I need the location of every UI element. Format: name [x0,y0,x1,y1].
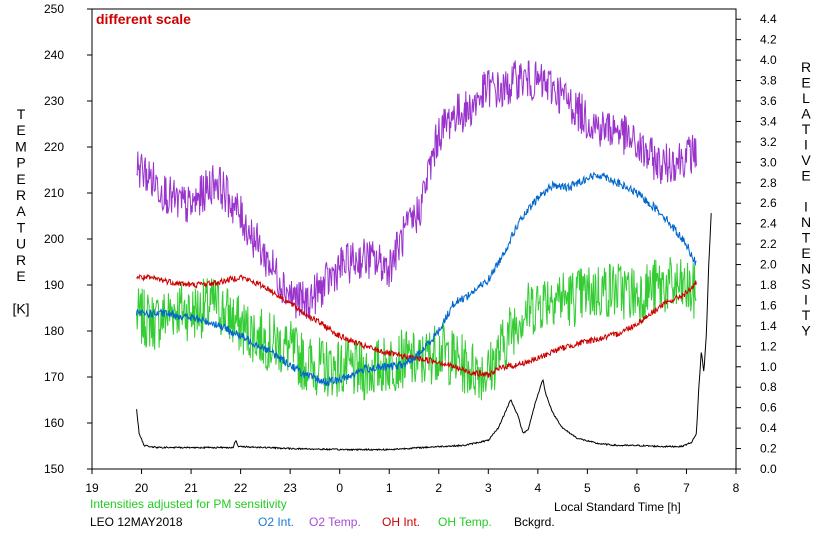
x-tick-label: 0 [336,481,343,495]
series-line-o2-temp [136,60,697,319]
y-left-title-letter: M [15,138,27,154]
y-left-tick-label: 170 [44,370,64,384]
x-tick-label: 5 [584,481,591,495]
y-left-tick-label: 220 [44,140,64,154]
legend-item-o2-temp: O2 Temp. [309,515,361,529]
y-left-tick-label: 190 [44,278,64,292]
y-right-tick-label: 2.0 [760,258,777,272]
y-left-tick-label: 160 [44,416,64,430]
y-right-title-letter: I [804,199,808,215]
intensity-note: Intensities adjusted for PM sensitivity [90,497,287,511]
x-tick-label: 21 [184,481,198,495]
y-left-tick-label: 210 [44,186,64,200]
axis-layer: 19 20 21 22 23 0 1 2 3 4 5 6 7 8150160170180190200210… [12,2,811,495]
y-right-tick-label: 2.8 [760,176,777,190]
y-left-tick-label: 150 [44,462,64,476]
y-left-title-letter: A [16,203,26,219]
y-right-title-letter: T [802,230,811,246]
y-right-title-letter: R [801,59,811,75]
y-right-tick-label: 2.6 [760,196,777,210]
y-right-title-letter: A [801,106,811,122]
x-tick-label: 1 [386,481,393,495]
y-right-tick-label: 3.8 [760,74,777,88]
y-right-tick-label: 2.2 [760,237,777,251]
y-left-title-letter: P [16,155,25,171]
legend-item-oh-int: OH Int. [382,515,421,529]
y-right-title-letter: E [801,168,810,184]
y-right-title-letter: T [802,307,811,323]
y-left-title-letter: E [16,171,25,187]
y-right-title-letter: I [804,137,808,153]
y-right-tick-label: 3.4 [760,114,777,128]
y-right-title-letter: L [802,90,810,106]
series-line-o2-int [136,171,697,387]
y-right-title-letter: E [801,245,810,261]
y-right-title-letter: S [801,276,810,292]
y-left-title-letter: [K] [12,300,29,316]
x-tick-label: 2 [435,481,442,495]
chart-title: different scale [96,11,191,27]
legend-item-o2-int: O2 Int. [258,515,295,529]
y-right-tick-label: 3.6 [760,94,777,108]
y-right-title-letter: V [801,152,811,168]
y-left-title-letter: R [16,252,26,268]
y-right-title-letter: Y [801,323,811,339]
y-right-tick-label: 0.6 [760,401,777,415]
x-axis-title: Local Standard Time [h] [554,500,681,514]
y-right-tick-label: 3.2 [760,135,777,149]
y-left-tick-label: 180 [44,324,64,338]
y-right-tick-label: 1.4 [760,319,777,333]
x-tick-label: 22 [234,481,248,495]
legend-item-bckgrd: Bckgrd. [514,515,555,529]
y-right-tick-label: 0.4 [760,421,777,435]
x-tick-label: 23 [283,481,297,495]
plot-frame [91,8,737,470]
y-right-tick-label: 1.6 [760,298,777,312]
y-right-tick-label: 0.8 [760,380,777,394]
y-left-title-letter: E [16,122,25,138]
x-tick-label: 19 [85,481,99,495]
y-right-tick-label: 4.0 [760,53,777,67]
y-right-title-letter: N [801,261,811,277]
y-left-tick-label: 230 [44,94,64,108]
y-right-tick-label: 0.2 [760,442,777,456]
legend-item-oh-temp: OH Temp. [438,515,492,529]
y-right-title-letter: N [801,214,811,230]
series-line-bckgrd [136,213,712,452]
x-tick-label: 8 [733,481,740,495]
y-right-tick-label: 2.4 [760,217,777,231]
y-left-tick-label: 250 [44,2,64,16]
y-left-tick-label: 240 [44,48,64,62]
station-label: LEO 12MAY2018 [90,515,183,529]
y-right-tick-label: 1.2 [760,339,777,353]
x-tick-label: 6 [634,481,641,495]
y-left-title-letter: R [16,187,26,203]
y-right-title-letter: I [804,292,808,308]
x-tick-label: 4 [535,481,542,495]
x-tick-label: 20 [135,481,149,495]
series-line-oh-temp [136,256,697,401]
series-layer [136,60,712,452]
y-left-tick-label: 200 [44,232,64,246]
y-right-tick-label: 3.0 [760,155,777,169]
y-right-tick-label: 1.8 [760,278,777,292]
y-right-tick-label: 1.0 [760,360,777,374]
y-right-title-letter: T [802,121,811,137]
y-left-title-letter: T [17,219,26,235]
y-left-title-letter: E [16,268,25,284]
y-right-tick-label: 4.2 [760,33,777,47]
y-right-title-letter: E [801,75,810,91]
x-tick-label: 7 [683,481,690,495]
x-tick-label: 3 [485,481,492,495]
y-right-tick-label: 4.4 [760,12,777,26]
y-left-title-letter: T [17,106,26,122]
y-right-tick-label: 0.0 [760,462,777,476]
y-left-title-letter: U [16,236,26,252]
